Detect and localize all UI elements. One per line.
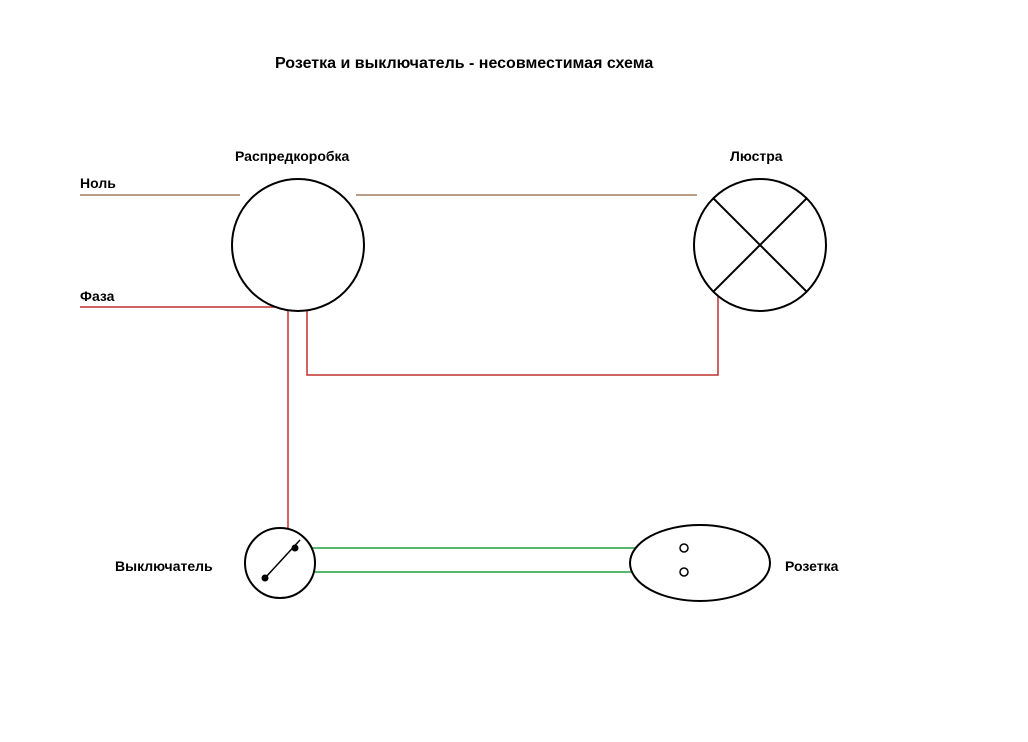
switch-symbol (245, 528, 315, 598)
socket-symbol (630, 525, 770, 601)
junction-box-symbol (232, 179, 364, 311)
diagram-svg (0, 0, 1028, 742)
wiring-diagram: Розетка и выключатель - несовместимая сх… (0, 0, 1028, 742)
phase-wire-return (307, 295, 718, 375)
